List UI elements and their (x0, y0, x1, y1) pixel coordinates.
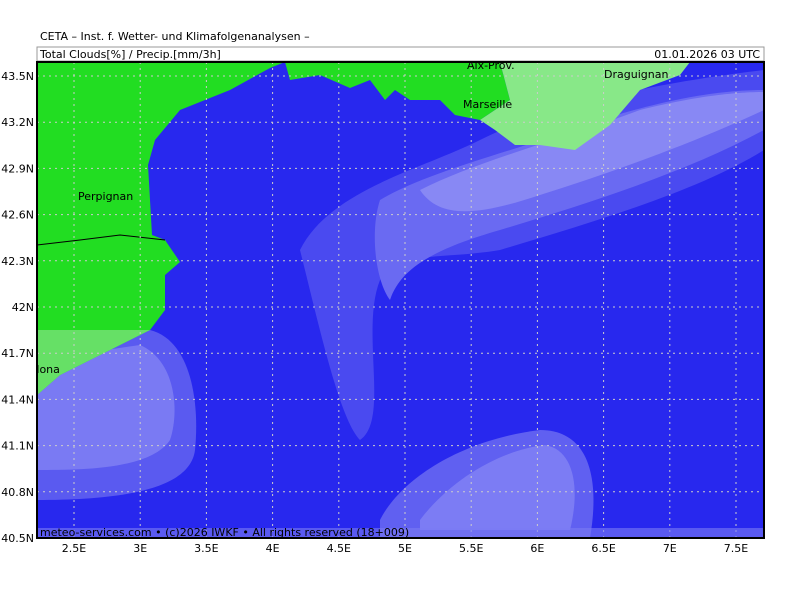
place-label: Barcelona (5, 363, 60, 376)
footer: meteo-services.com • (c)2026 IWKF • All … (40, 526, 409, 539)
lat-label: 40.8N (1, 486, 34, 499)
cloud-band-inner (420, 92, 764, 212)
border (37, 234, 166, 246)
lon-label: 5E (398, 542, 412, 555)
place-label: Perpignan (78, 190, 133, 203)
lon-label: 6E (530, 542, 544, 555)
map: Perpignan Barcelona Marseille Aix-Prov. … (5, 59, 764, 539)
lon-label: 4E (266, 542, 280, 555)
land-cloudy-west (37, 330, 150, 395)
lat-label: 42.6N (1, 209, 34, 222)
lat-label: 43.5N (1, 70, 34, 83)
land-provence (480, 62, 690, 150)
axes: 43.5N 43.2N 42.9N 42.6N 42.3N 42N 41.7N 41.4N 41… (1, 70, 748, 555)
lon-label: 4.5E (327, 542, 351, 555)
lon-label: 6.5E (591, 542, 615, 555)
lat-label: 41.4N (1, 393, 34, 406)
lon-label: 7.5E (724, 542, 748, 555)
place-label: Draguignan (604, 68, 668, 81)
place-label: Marseille (463, 98, 512, 111)
grid (37, 62, 764, 538)
datetime: 01.01.2026 03 UTC (654, 48, 760, 61)
lat-label: 42.3N (1, 255, 34, 268)
footer-bar (37, 528, 764, 538)
lat-label: 41.7N (1, 347, 34, 360)
frame (36, 61, 765, 539)
title: CETA – Inst. f. Wetter- und Klimafolgena… (40, 30, 310, 43)
subtitle: Total Clouds[%] / Precip.[mm/3h] (39, 48, 221, 61)
lon-label: 7E (663, 542, 677, 555)
lat-label: 42.9N (1, 162, 34, 175)
lon-label: 2.5E (62, 542, 86, 555)
land-north (285, 62, 510, 120)
lat-label: 42N (12, 301, 34, 314)
place-label: Aix-Prov. (467, 59, 515, 72)
lon-label: 3.5E (194, 542, 218, 555)
land-west (37, 62, 285, 395)
lon-label: 5.5E (459, 542, 483, 555)
lat-label: 40.5N (1, 532, 34, 545)
cloud-left-inner (37, 345, 175, 470)
cloud-bottom-inner (420, 445, 575, 530)
lon-label: 3E (133, 542, 147, 555)
lat-label: 43.2N (1, 116, 34, 129)
lat-label: 41.1N (1, 440, 34, 453)
